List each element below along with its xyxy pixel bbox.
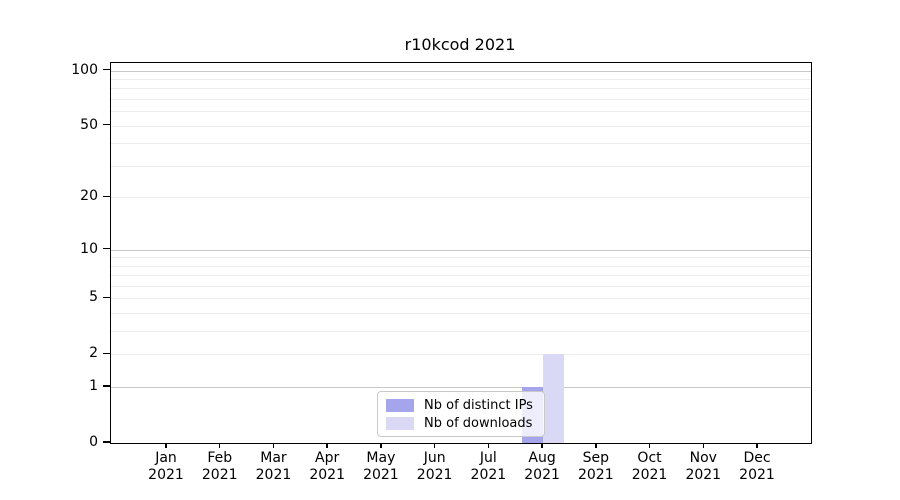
x-tick-mark: [648, 443, 651, 448]
x-tick-mark: [487, 443, 490, 448]
x-tick-month: Dec: [743, 450, 771, 466]
x-tick-year: 2021: [148, 467, 184, 483]
legend-swatch-downloads: [386, 416, 414, 430]
x-tick-year: 2021: [255, 467, 292, 483]
x-tick-month: Mar: [260, 450, 287, 466]
x-tick-month: May: [366, 450, 396, 466]
y-tick-mark: [103, 68, 110, 71]
y-tick-label: 2: [89, 345, 98, 362]
x-tick-label: Jul 2021: [458, 450, 518, 484]
legend: Nb of distinct IPs Nb of downloads: [377, 391, 545, 437]
x-tick-year: 2021: [201, 467, 238, 483]
x-tick-mark: [595, 443, 597, 448]
bar-downloads: [543, 354, 565, 443]
gridline-minor: [111, 111, 811, 113]
y-tick-label: 10: [80, 240, 98, 257]
x-tick-label: Feb 2021: [190, 450, 250, 484]
gridline-minor: [111, 285, 811, 287]
gridline-minor: [111, 313, 811, 315]
gridline-minor: [111, 298, 811, 300]
x-tick-year: 2021: [524, 467, 560, 483]
gridline-minor: [111, 125, 811, 127]
x-tick-label: Apr 2021: [297, 450, 357, 484]
legend-swatch-distinct-ips: [386, 398, 414, 412]
legend-entry-distinct-ips: Nb of distinct IPs: [386, 398, 544, 413]
x-tick-mark: [219, 443, 221, 448]
gridline-minor: [111, 165, 811, 167]
x-tick-year: 2021: [416, 467, 453, 483]
gridline-minor: [111, 265, 811, 267]
x-tick-mark: [272, 443, 275, 448]
y-tick-label: 100: [71, 61, 98, 78]
x-tick-month: Jun: [423, 450, 446, 466]
x-tick-month: Feb: [207, 450, 233, 466]
x-tick-month: Jan: [155, 450, 177, 466]
y-tick-mark: [103, 385, 110, 387]
x-tick-year: 2021: [309, 467, 345, 483]
x-tick-mark: [380, 443, 382, 448]
y-tick-mark: [103, 124, 110, 126]
x-tick-mark: [702, 443, 704, 448]
y-tick-mark: [103, 195, 110, 198]
y-tick-mark: [103, 247, 110, 250]
x-tick-year: 2021: [470, 467, 507, 483]
gridline-minor: [111, 88, 811, 90]
x-tick-label: Jun 2021: [405, 450, 465, 484]
x-tick-mark: [756, 443, 758, 448]
gridline-minor: [111, 354, 811, 356]
x-tick-year: 2021: [363, 467, 399, 483]
legend-label-downloads: Nb of downloads: [424, 415, 533, 431]
x-tick-mark: [541, 443, 543, 448]
x-tick-month: Aug: [528, 450, 556, 466]
x-tick-year: 2021: [685, 467, 722, 483]
chart-title: r10kcod 2021: [404, 35, 516, 54]
gridline-minor: [111, 143, 811, 145]
x-tick-label: Sep 2021: [566, 450, 626, 484]
x-tick-year: 2021: [739, 467, 775, 483]
y-tick-label: 1: [89, 378, 98, 395]
x-tick-label: Dec 2021: [727, 450, 787, 484]
x-tick-month: Jul: [479, 450, 497, 466]
gridline-minor: [111, 275, 811, 277]
x-tick-month: Nov: [689, 450, 717, 466]
gridline-minor: [111, 331, 811, 333]
gridline-major: [111, 70, 811, 72]
legend-label-distinct-ips: Nb of distinct IPs: [424, 397, 533, 413]
x-tick-mark: [326, 443, 328, 448]
x-tick-month: Apr: [315, 450, 340, 466]
gridline-minor: [111, 99, 811, 101]
y-tick-mark: [103, 352, 110, 355]
x-tick-month: Sep: [582, 450, 609, 466]
x-tick-mark: [165, 443, 167, 448]
x-tick-year: 2021: [577, 467, 614, 483]
gridline-minor: [111, 79, 811, 81]
y-tick-label: 50: [80, 116, 98, 133]
y-tick-label: 5: [89, 289, 98, 306]
y-tick-mark: [103, 441, 110, 443]
y-tick-label: 20: [80, 188, 98, 205]
x-tick-label: Jan 2021: [136, 450, 196, 484]
x-tick-mark: [433, 443, 436, 448]
x-tick-label: Aug 2021: [512, 450, 572, 484]
plot-area: [110, 62, 812, 444]
x-tick-label: Nov 2021: [673, 450, 733, 484]
y-tick-label: 0: [89, 434, 98, 450]
gridline-minor: [111, 257, 811, 259]
x-tick-year: 2021: [631, 467, 668, 483]
gridline-major: [111, 249, 811, 251]
legend-entry-downloads: Nb of downloads: [386, 416, 544, 431]
gridline-major: [111, 387, 811, 389]
x-tick-label: Mar 2021: [243, 450, 303, 484]
x-tick-label: Oct 2021: [620, 450, 680, 484]
y-tick-mark: [103, 296, 110, 299]
x-tick-label: May 2021: [351, 450, 411, 484]
gridline-minor: [111, 197, 811, 199]
x-tick-month: Oct: [637, 450, 662, 466]
